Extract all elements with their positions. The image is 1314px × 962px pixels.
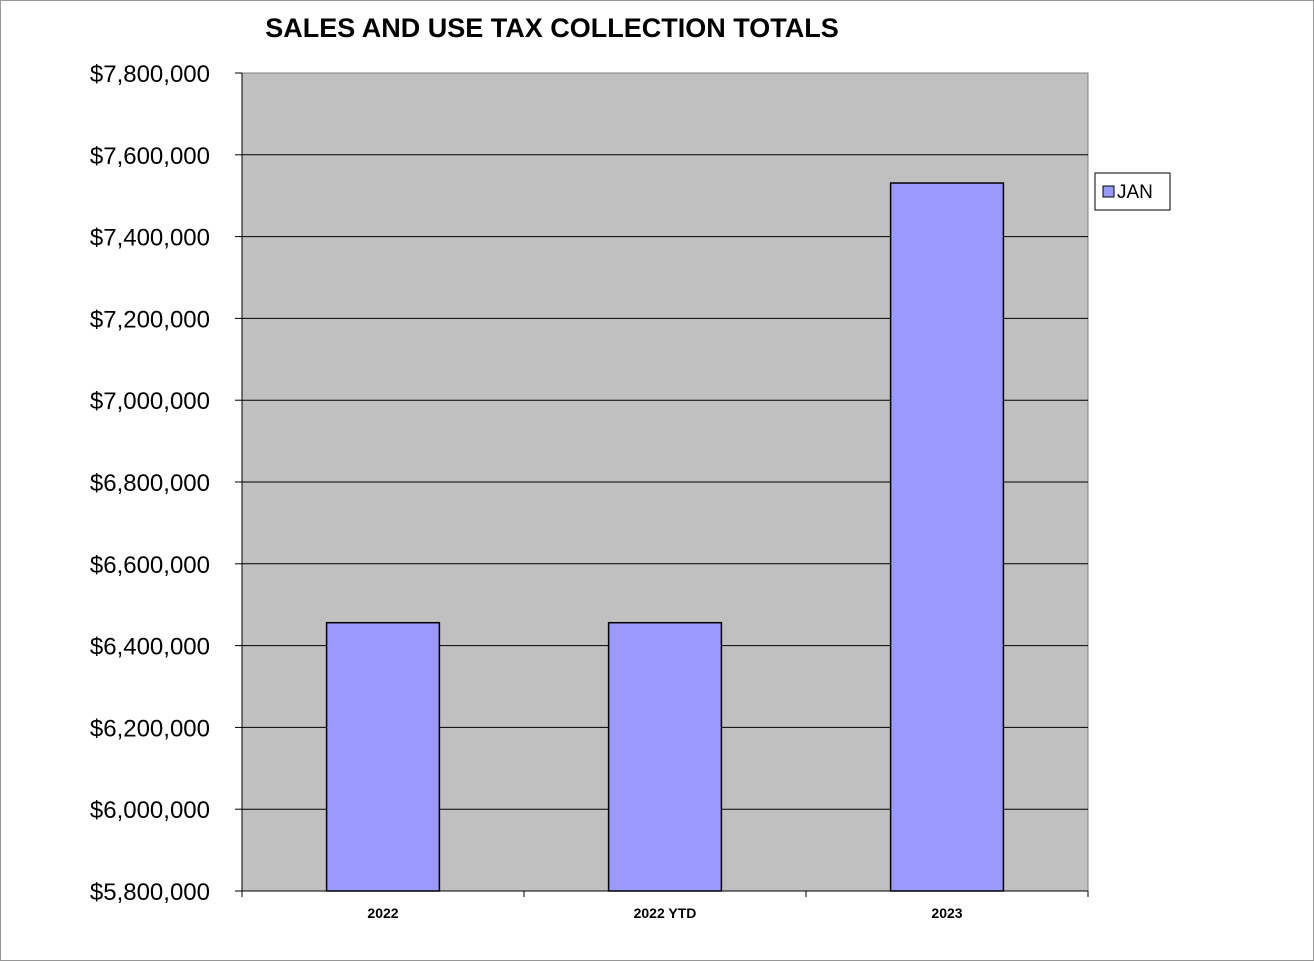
y-tick-label: $6,600,000 (90, 552, 210, 579)
y-tick-label: $6,200,000 (90, 715, 210, 742)
y-tick-label: $6,400,000 (90, 634, 210, 661)
chart-title: SALES AND USE TAX COLLECTION TOTALS (265, 13, 839, 43)
bar-2022-ytd (607, 621, 723, 892)
y-tick-label: $7,600,000 (90, 143, 210, 170)
y-tick-label: $7,000,000 (90, 388, 210, 415)
x-tick-label: 2022 YTD (634, 905, 697, 921)
x-tick-label: 2023 (931, 905, 962, 921)
y-tick-label: $5,800,000 (90, 879, 210, 906)
legend-swatch (1102, 185, 1115, 198)
plot-area: $5,800,000 $6,000,000 $6,200,000 $6,400,000… (90, 61, 1089, 921)
y-tick-label: $7,200,000 (90, 306, 210, 333)
legend: JAN (1094, 172, 1171, 211)
y-tick-label: $7,800,000 (90, 61, 210, 88)
y-tick-label: $7,400,000 (90, 225, 210, 252)
x-tick-label: 2022 (367, 905, 398, 921)
legend-label: JAN (1117, 182, 1153, 203)
y-tick-label: $6,800,000 (90, 470, 210, 497)
bar-2023 (889, 182, 1005, 892)
bar-2022 (325, 621, 441, 892)
y-tick-label: $6,000,000 (90, 797, 210, 824)
